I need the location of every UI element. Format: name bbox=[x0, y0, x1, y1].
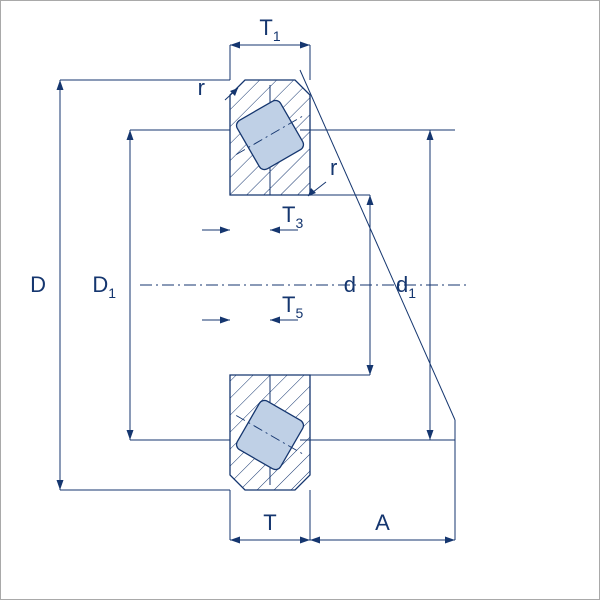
svg-text:T3: T3 bbox=[282, 202, 303, 231]
svg-text:A: A bbox=[375, 510, 390, 535]
svg-text:T5: T5 bbox=[282, 292, 303, 321]
bearing-diagram: D D1 d d1 T1 T A T3 T5 r r bbox=[0, 0, 600, 600]
svg-text:d: d bbox=[344, 272, 356, 297]
svg-text:d1: d1 bbox=[396, 272, 416, 301]
svg-text:r: r bbox=[198, 75, 205, 100]
svg-text:T: T bbox=[263, 510, 276, 535]
svg-text:T1: T1 bbox=[259, 15, 280, 44]
svg-text:r: r bbox=[330, 155, 337, 180]
svg-text:D: D bbox=[30, 272, 46, 297]
svg-text:D1: D1 bbox=[92, 272, 116, 301]
